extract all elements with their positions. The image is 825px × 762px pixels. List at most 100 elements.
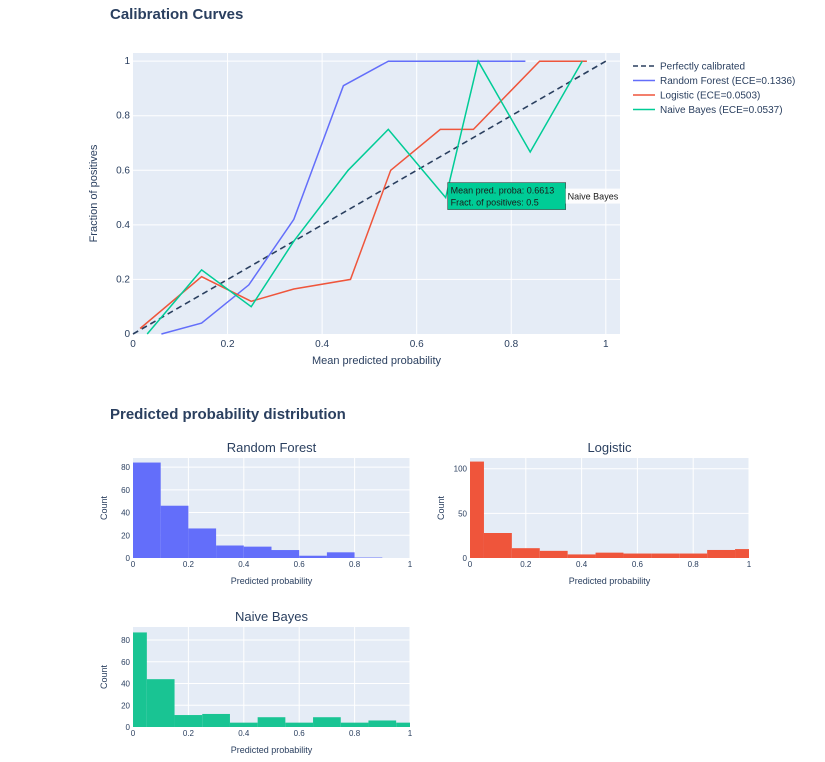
hist-nb-x-tick-label: 0 — [131, 729, 136, 738]
calibration-y-tick-label: 0.6 — [116, 165, 130, 176]
hist-rf-bar[interactable] — [271, 550, 300, 558]
hist-lr-bar[interactable] — [595, 552, 624, 558]
tooltip-line-1: Mean pred. proba: 0.6613 — [451, 186, 555, 196]
hist-nb-bar[interactable] — [229, 722, 258, 727]
hist-rf-bar[interactable] — [299, 555, 327, 558]
tooltip-name-box — [565, 188, 624, 204]
legend-label-perfectly-calibrated: Perfectly calibrated — [660, 62, 745, 73]
calibration-y-tick-label: 0 — [124, 329, 130, 340]
hist-lr-bar[interactable] — [707, 549, 736, 558]
hist-rf-y-axis-title: Count — [99, 496, 109, 521]
hist-lr-plot-area[interactable] — [470, 458, 749, 558]
hist-lr-x-tick-label: 0 — [468, 560, 473, 569]
legend-label-random-forest: Random Forest (ECE=0.1336) — [660, 76, 795, 87]
hist-lr-bar[interactable] — [651, 553, 680, 558]
hist-lr-y-axis-title: Count — [436, 496, 446, 521]
calibration-y-tick-label: 1 — [124, 56, 130, 67]
hist-nb-y-tick-label: 20 — [121, 701, 130, 710]
hist-nb-subplot-title: Naive Bayes — [235, 609, 308, 624]
hist-nb-y-tick-label: 40 — [121, 680, 130, 689]
hist-nb-bar[interactable] — [285, 722, 314, 727]
hist-rf-subplot-title: Random Forest — [227, 440, 317, 455]
calibration-legend[interactable]: Perfectly calibrated Random Forest (ECE=0… — [633, 62, 795, 117]
hist-rf-y-tick-label: 40 — [121, 509, 130, 518]
hist-nb-axes: 0 0.2 0.4 0.6 0.8 1 0 20 40 60 80 Predicted probabi… — [99, 609, 413, 755]
hist-lr-axes: 0 0.2 0.4 0.6 0.8 1 0 50 100 Predicted probabilit… — [436, 440, 752, 586]
series-line-naive-bayes[interactable] — [146, 59, 583, 335]
hist-lr-bar[interactable] — [567, 554, 596, 558]
calibration-x-axis-title: Mean predicted probability — [312, 355, 442, 367]
hist-rf-x-tick-label: 0 — [131, 560, 136, 569]
hist-lr-bar[interactable] — [623, 553, 652, 558]
calibration-y-tick-label: 0.2 — [116, 274, 130, 285]
hist-nb-bar[interactable] — [257, 717, 286, 727]
hist-nb-y-tick-label: 60 — [121, 658, 130, 667]
hist-rf-y-tick-label: 80 — [121, 463, 130, 472]
hist-lr-y-tick-label: 0 — [463, 554, 468, 563]
hist-nb-bar[interactable] — [133, 632, 147, 727]
hist-nb-x-tick-label: 0.8 — [349, 729, 361, 738]
hist-lr-bar[interactable] — [539, 550, 568, 558]
hist-nb-bar[interactable] — [340, 722, 369, 727]
hist-rf-bar[interactable] — [243, 546, 272, 558]
hist-rf-x-axis-title: Predicted probability — [231, 576, 313, 586]
hist-nb-x-tick-label: 0.6 — [294, 729, 306, 738]
legend-label-naive-bayes: Naive Bayes (ECE=0.0537) — [660, 105, 783, 116]
calibration-axes: 0 0.2 0.4 0.6 0.8 1 0 0.2 0.4 0.6 0.8 1 Mean predict… — [88, 53, 620, 367]
hist-lr-x-axis-title: Predicted probability — [569, 576, 651, 586]
hist-lr-subplot-title: Logistic — [587, 440, 632, 455]
series-line-random-forest[interactable] — [161, 60, 526, 335]
hist-rf-bar[interactable] — [326, 552, 355, 558]
calibration-y-tick-label: 0.4 — [116, 220, 130, 231]
hist-nb-plot-area[interactable] — [133, 627, 410, 727]
hist-lr-x-tick-label: 0.4 — [576, 560, 588, 569]
hist-lr-bar[interactable] — [511, 548, 540, 558]
hist-nb-bar[interactable] — [146, 679, 175, 727]
calibration-x-tick-label: 0.8 — [504, 339, 518, 350]
hist-rf-y-tick-label: 60 — [121, 486, 130, 495]
calibration-x-tick-label: 0.4 — [315, 339, 329, 350]
hist-rf-bar[interactable] — [216, 545, 244, 559]
hist-lr-x-tick-label: 0.6 — [632, 560, 644, 569]
hist-rf-x-tick-label: 0.4 — [238, 560, 250, 569]
hist-nb-x-tick-label: 1 — [408, 729, 413, 738]
tooltip-box — [447, 182, 566, 210]
hist-lr-bar[interactable] — [470, 461, 484, 558]
calibration-y-axis-title: Fraction of positives — [88, 144, 100, 242]
calibration-x-tick-label: 0.6 — [410, 339, 424, 350]
hist-rf-axes: 0 0.2 0.4 0.6 0.8 1 0 20 40 60 80 Predicted probabi… — [99, 440, 413, 586]
hist-lr-y-tick-label: 100 — [454, 465, 468, 474]
distribution-title: Predicted probability distribution — [110, 406, 346, 423]
series-line-perfectly-calibrated[interactable] — [132, 60, 607, 335]
hist-rf-x-tick-label: 0.2 — [183, 560, 195, 569]
hist-nb-bar[interactable] — [368, 720, 397, 727]
hist-rf-x-tick-label: 0.6 — [294, 560, 306, 569]
hist-rf-x-tick-label: 1 — [408, 560, 413, 569]
hist-lr-bar[interactable] — [483, 533, 512, 558]
hist-lr-bar[interactable] — [735, 549, 749, 558]
calibration-y-tick-label: 0.8 — [116, 111, 130, 122]
hist-nb-x-tick-label: 0.2 — [183, 729, 195, 738]
tooltip-series-name: Naive Bayes — [568, 192, 619, 202]
hist-nb-bar[interactable] — [202, 713, 230, 727]
hist-nb-bar[interactable] — [174, 715, 203, 727]
hist-rf-bar[interactable] — [133, 462, 161, 558]
hist-lr-x-tick-label: 0.8 — [688, 560, 700, 569]
hist-nb-x-axis-title: Predicted probability — [231, 745, 313, 755]
hist-rf-y-tick-label: 20 — [121, 531, 130, 540]
hist-nb-bar[interactable] — [313, 717, 341, 727]
hist-rf-x-tick-label: 0.8 — [349, 560, 361, 569]
hist-nb-y-tick-label: 80 — [121, 636, 130, 645]
hist-nb-x-tick-label: 0.4 — [238, 729, 250, 738]
calibration-x-tick-label: 1 — [603, 339, 609, 350]
tooltip-line-2: Fract. of positives: 0.5 — [451, 198, 539, 208]
hist-lr-y-tick-label: 50 — [458, 509, 467, 518]
hover-tooltip: Mean pred. proba: 0.6613 Fract. of positi… — [447, 182, 624, 210]
hist-rf-bar[interactable] — [188, 528, 217, 558]
hist-lr-x-tick-label: 1 — [747, 560, 752, 569]
hist-nb-y-tick-label: 0 — [126, 723, 131, 732]
hist-rf-bar[interactable] — [160, 505, 189, 558]
hist-lr-bar[interactable] — [679, 553, 708, 558]
hist-nb-bar[interactable] — [396, 722, 410, 727]
